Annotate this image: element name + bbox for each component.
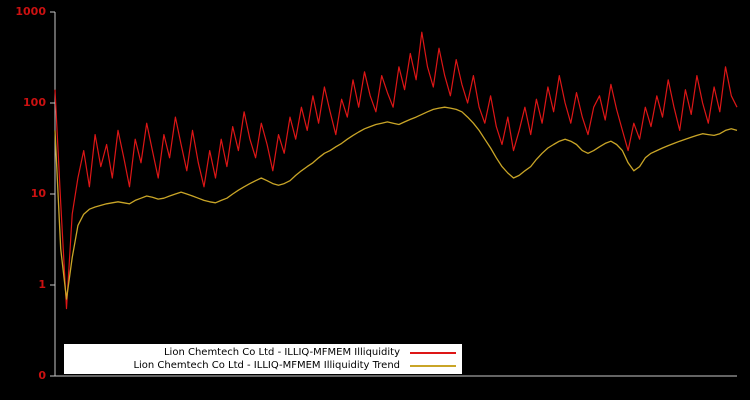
legend-label-illiquidity: Lion Chemtech Co Ltd - ILLIQ-MFMEM Illiq… xyxy=(163,347,400,358)
y-tick-label: 100 xyxy=(23,96,46,109)
legend: Lion Chemtech Co Ltd - ILLIQ-MFMEM Illiq… xyxy=(64,344,462,374)
legend-line-sample-red xyxy=(410,351,456,354)
y-tick-label: 1000 xyxy=(15,5,46,18)
legend-label-trend: Lion Chemtech Co Ltd - ILLIQ-MFMEM Illiq… xyxy=(133,360,400,371)
y-tick-label: 0 xyxy=(38,369,46,382)
y-tick-label: 1 xyxy=(38,278,46,291)
legend-item-illiquidity: Lion Chemtech Co Ltd - ILLIQ-MFMEM Illiq… xyxy=(70,346,456,359)
y-tick-label: 10 xyxy=(30,187,46,200)
legend-item-trend: Lion Chemtech Co Ltd - ILLIQ-MFMEM Illiq… xyxy=(70,359,456,372)
series-line-illiquidity xyxy=(54,31,738,310)
legend-line-sample-yellow xyxy=(410,364,456,367)
series-line-trend xyxy=(54,106,738,300)
